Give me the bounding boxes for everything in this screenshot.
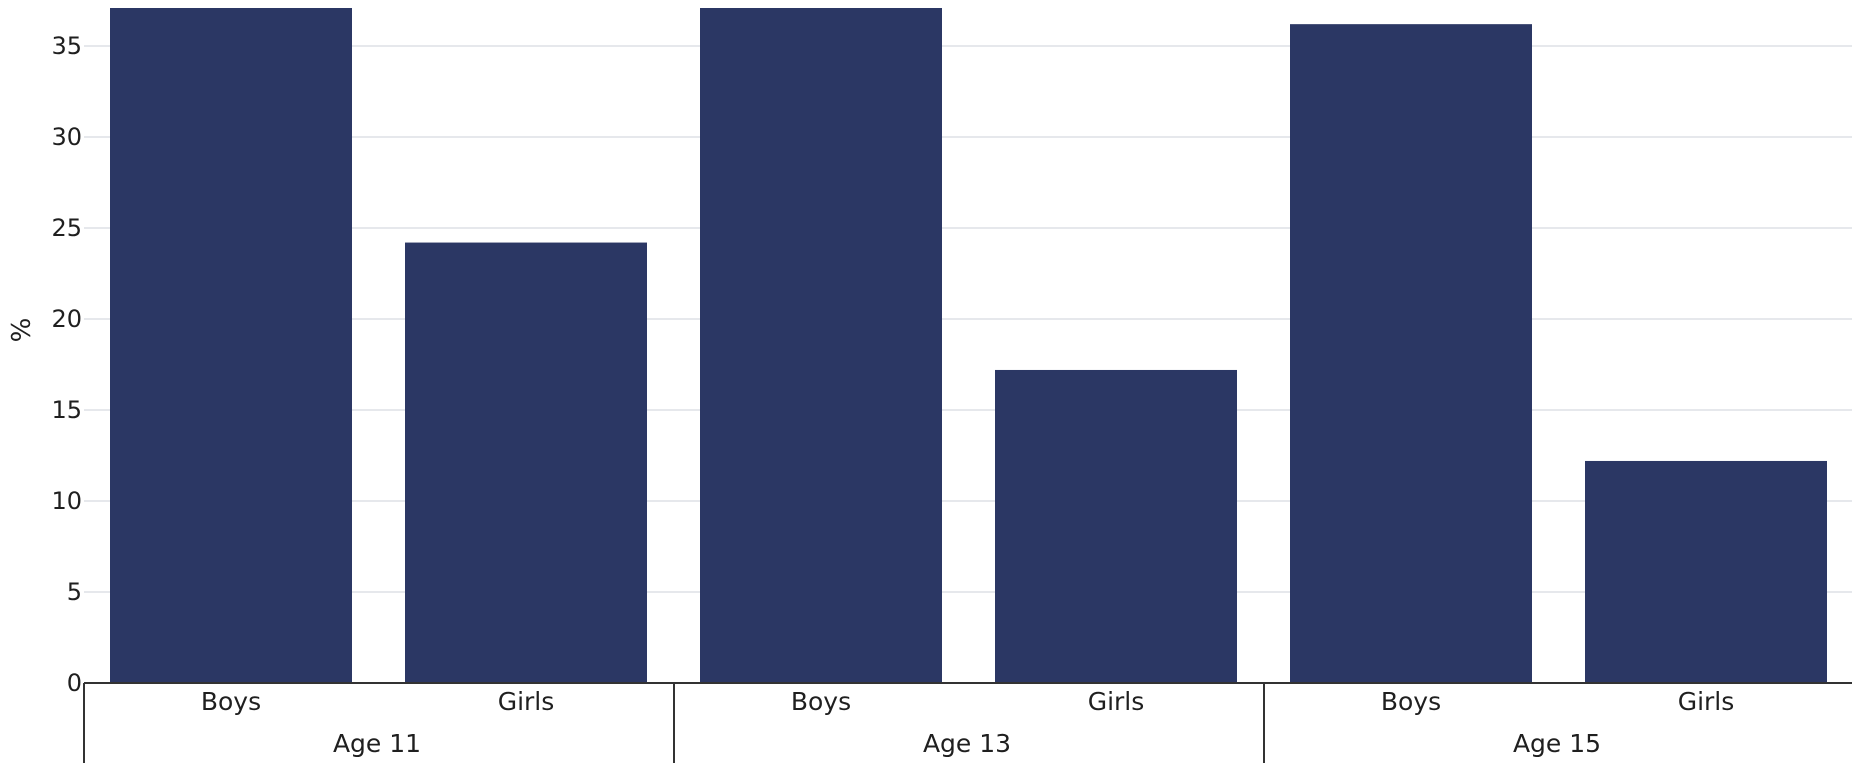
category-label: Girls [1088, 687, 1145, 716]
bar-age-13-boys [700, 8, 942, 683]
y-tick-label: 20 [51, 305, 82, 333]
bar-age-13-girls [995, 369, 1237, 683]
category-label: Girls [1678, 687, 1735, 716]
axis-labels: 0 5 10 15 20 25 30 35 Boys Girls Age 11 Boys Girls Ag… [51, 32, 1734, 758]
bar-age-11-girls [405, 242, 647, 683]
category-label: Boys [791, 687, 851, 716]
bar-age-15-girls [1585, 460, 1827, 683]
bars [110, 8, 1827, 684]
y-tick-label: 15 [51, 396, 82, 424]
group-label: Age 15 [1513, 729, 1601, 758]
bar-age-11-boys [110, 8, 352, 683]
category-label: Girls [498, 687, 555, 716]
group-label: Age 11 [333, 729, 421, 758]
bar-age-15-boys [1290, 24, 1532, 684]
y-tick-label: 10 [51, 487, 82, 515]
category-label: Boys [1381, 687, 1441, 716]
y-axis-title: % [7, 318, 37, 343]
category-label: Boys [201, 687, 261, 716]
gridlines [84, 45, 1852, 593]
y-tick-label: 5 [67, 578, 82, 606]
axes [83, 682, 1852, 763]
y-tick-label: 35 [51, 32, 82, 60]
y-tick-label: 0 [67, 669, 82, 697]
y-tick-label: 30 [51, 123, 82, 151]
group-label: Age 13 [923, 729, 1011, 758]
y-tick-label: 25 [51, 214, 82, 242]
